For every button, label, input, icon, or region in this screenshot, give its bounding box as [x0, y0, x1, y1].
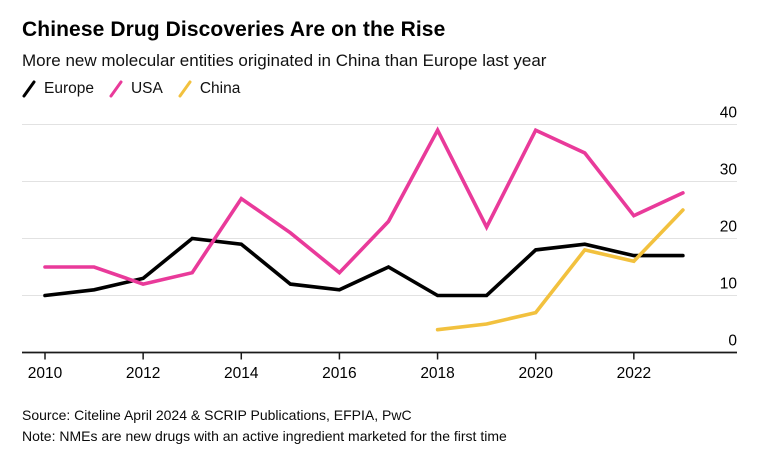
legend-label: USA [130, 80, 163, 97]
y-axis-label-10: 10 [720, 276, 738, 293]
x-axis-label-2010: 2010 [28, 365, 63, 382]
note-text: Note: NMEs are new drugs with an active … [22, 428, 507, 444]
legend-item-europe: Europe [22, 80, 94, 98]
series-line-europe [43, 236, 685, 298]
legend-label: China [199, 80, 241, 97]
chart-title: Chinese Drug Discoveries Are on the Rise [22, 18, 446, 41]
y-axis-label-0: 0 [728, 333, 737, 350]
chart-legend: Europe USA China [22, 80, 240, 98]
chart-subtitle: More new molecular entities originated i… [22, 51, 547, 70]
legend-item-usa: USA [109, 80, 163, 98]
legend-item-china: China [178, 80, 241, 98]
legend-label: Europe [44, 80, 94, 97]
legend-slash-icon [178, 80, 192, 98]
y-axis-label-30: 30 [720, 162, 738, 179]
source-text: Source: Citeline April 2024 & SCRIP Publ… [22, 407, 412, 423]
x-axis-label-2018: 2018 [420, 365, 454, 382]
series-line-china [435, 208, 685, 332]
x-axis-label-2020: 2020 [518, 365, 553, 382]
chart-footer: Source: Citeline April 2024 & SCRIP Publ… [22, 405, 507, 447]
y-axis-label-20: 20 [720, 219, 738, 236]
legend-slash-icon [22, 80, 36, 98]
series-line-usa [43, 126, 685, 286]
x-axis-label-2022: 2022 [617, 365, 651, 382]
x-axis-label-2016: 2016 [322, 365, 356, 382]
x-axis-label-2014: 2014 [224, 365, 259, 382]
x-axis-label-2012: 2012 [126, 365, 160, 382]
y-axis-label-40: 40 [720, 105, 738, 122]
legend-slash-icon [109, 80, 123, 98]
